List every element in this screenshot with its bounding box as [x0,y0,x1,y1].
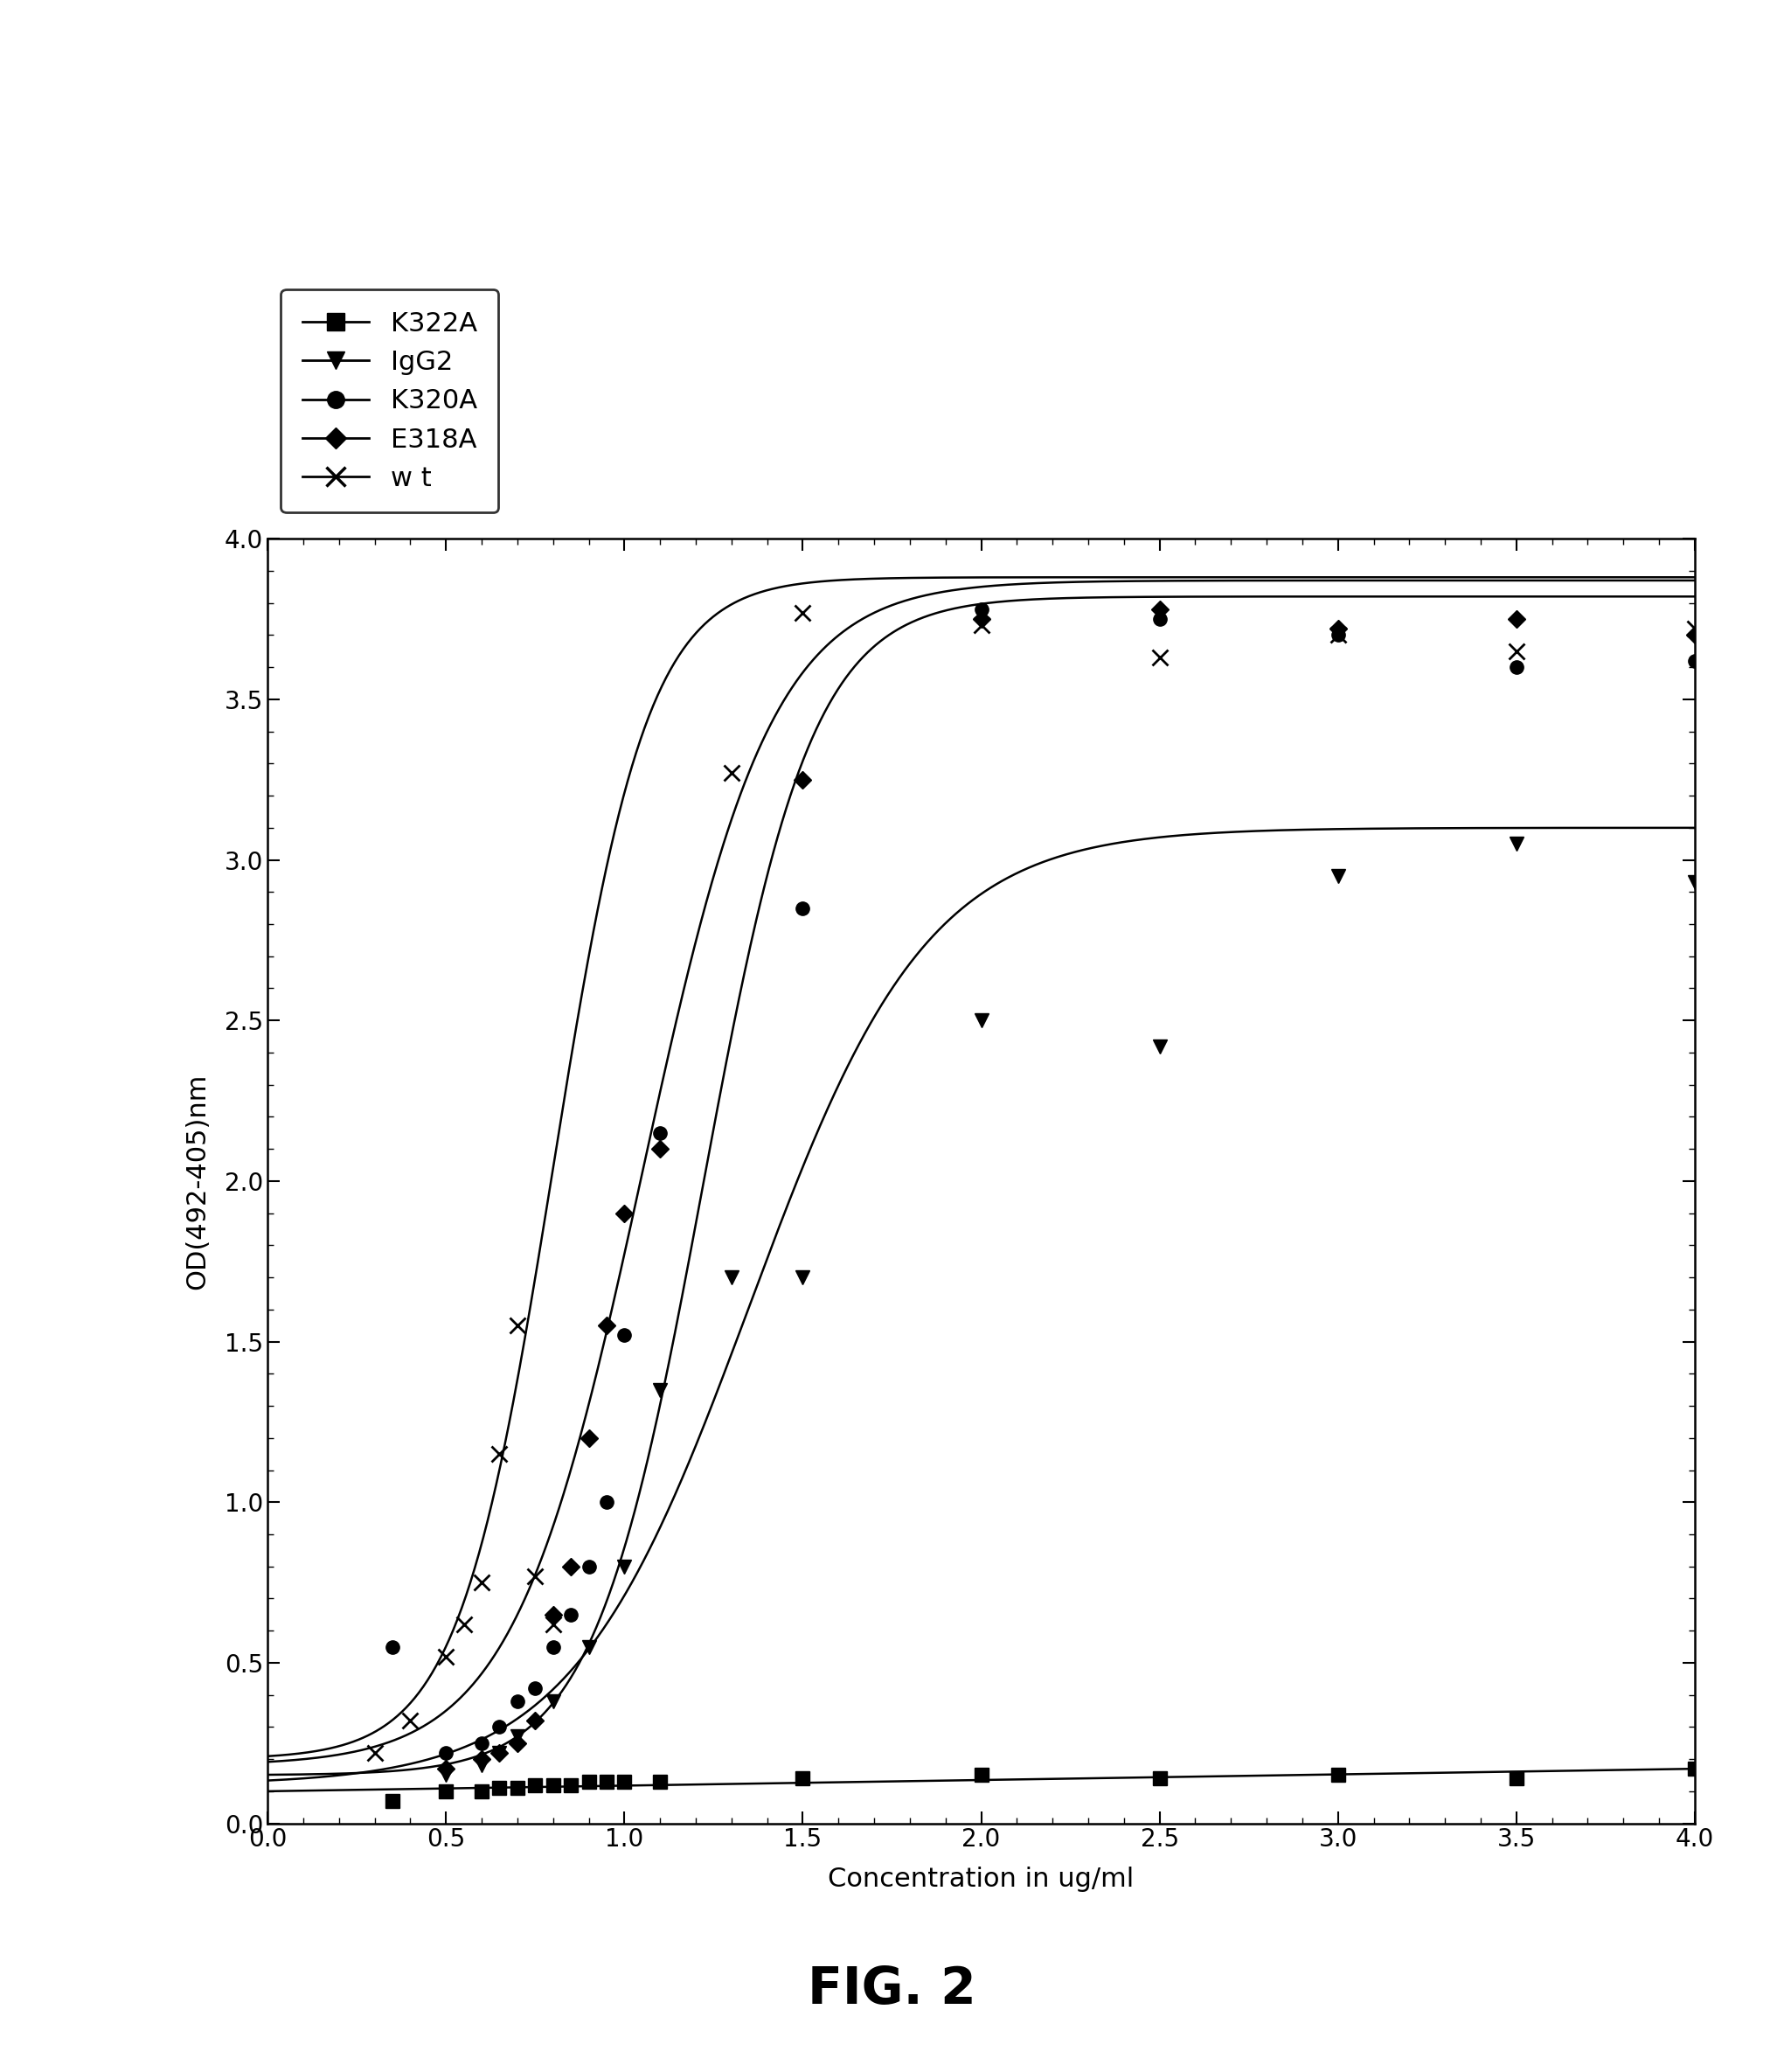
Legend: K322A, IgG2, K320A, E318A, w t: K322A, IgG2, K320A, E318A, w t [280,290,498,512]
Text: FIG. 2: FIG. 2 [808,1964,976,2014]
Y-axis label: OD(492-405)nm: OD(492-405)nm [186,1073,211,1289]
X-axis label: Concentration in ug/ml: Concentration in ug/ml [828,1867,1135,1892]
